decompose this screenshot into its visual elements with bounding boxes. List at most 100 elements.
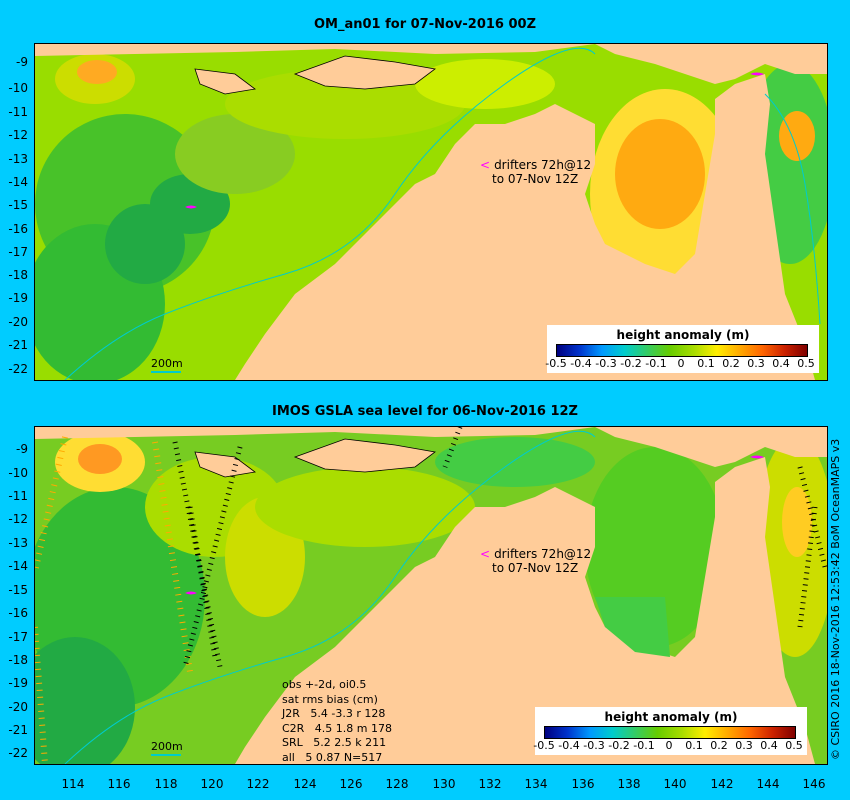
panel2-title: IMOS GSLA sea level for 06-Nov-2016 12Z (272, 404, 578, 419)
legend-label: -0.4 (558, 739, 580, 752)
drifter-note-line2: to 07-Nov 12Z (492, 172, 579, 186)
legend-label: 0 (677, 357, 685, 370)
legend-label: -0.3 (595, 357, 617, 370)
x-tick: 132 (478, 777, 502, 791)
sea-level-map-top (35, 44, 827, 380)
legend-label: -0.1 (633, 739, 655, 752)
stats-line: sat rms bias (cm) (282, 692, 378, 706)
drifter-note-line1: drifters 72h@12 (494, 158, 592, 172)
y-tick: -10 (8, 466, 28, 480)
legend-bottom: height anomaly (m) -0.5 -0.4 -0.3 -0.2 -… (533, 707, 807, 755)
legend-label: -0.1 (645, 357, 667, 370)
y-tick: -15 (8, 198, 28, 212)
legend-label: 0.2 (710, 739, 728, 752)
credit-text: © CSIRO 2016 18-Nov-2016 12:53:42 BoM Oc… (829, 438, 842, 760)
drifter-note-top: < drifters 72h@12 to 07-Nov 12Z (480, 158, 591, 186)
drifter-arrow-icon: < (480, 158, 491, 172)
legend-label: 0.3 (747, 357, 765, 370)
y-tick: -21 (8, 338, 28, 352)
stats-line: J2R 5.4 -3.3 r 128 (282, 707, 386, 720)
legend-label: 0.4 (772, 357, 790, 370)
drifter-arrow-icon: < (480, 547, 491, 561)
x-tick: 120 (200, 777, 224, 791)
y-tick: -20 (8, 315, 28, 329)
satellite-tracks (35, 427, 827, 764)
legend-label: 0.5 (785, 739, 803, 752)
stats-line: obs +-2d, oi0.5 (282, 678, 367, 691)
legend-label: 0 (665, 739, 673, 752)
x-tick: 122 (246, 777, 270, 791)
y-tick: -12 (8, 512, 28, 526)
x-tick: 146 (802, 777, 826, 791)
drifter-note-line2: to 07-Nov 12Z (492, 561, 579, 575)
colorbar (556, 344, 808, 357)
y-tick: -13 (8, 152, 28, 166)
y-tick: -11 (8, 105, 28, 119)
legend-title: height anomaly (m) (604, 710, 738, 724)
y-tick: -21 (8, 723, 28, 737)
y-tick: -16 (8, 222, 28, 236)
x-tick: 124 (293, 777, 317, 791)
y-tick: -9 (16, 55, 28, 69)
stats-line: SRL 5.2 2.5 k 211 (282, 736, 387, 749)
legend-labels: -0.5 -0.4 -0.3 -0.2 -0.1 0 0.1 0.2 0.3 0… (545, 357, 818, 371)
y-tick: -17 (8, 245, 28, 259)
legend-label: 0.3 (735, 739, 753, 752)
y-tick: -13 (8, 536, 28, 550)
stats-line: C2R 4.5 1.8 m 178 (282, 721, 392, 735)
y-tick: -14 (8, 175, 28, 189)
y-tick: -20 (8, 700, 28, 714)
legend-title: height anomaly (m) (616, 328, 750, 342)
legend-top: height anomaly (m) -0.5 -0.4 -0.3 -0.2 -… (545, 325, 819, 373)
stats-line: all 5 0.87 N=517 (282, 750, 383, 764)
x-tick: 144 (756, 777, 780, 791)
map-panel-top[interactable]: < drifters 72h@12 to 07-Nov 12Z 200m heig… (34, 43, 828, 381)
x-tick: 130 (432, 777, 456, 791)
scale-label-bottom: 200m (151, 740, 183, 753)
x-tick: 118 (154, 777, 178, 791)
drifter-note-bottom: < drifters 72h@12 to 07-Nov 12Z (480, 547, 591, 575)
x-tick: 126 (339, 777, 363, 791)
x-tick: 116 (107, 777, 131, 791)
legend-label: -0.2 (608, 739, 630, 752)
y-tick: -11 (8, 489, 28, 503)
y-tick: -18 (8, 268, 28, 282)
y-tick: -12 (8, 128, 28, 142)
map-panel-bottom[interactable]: < drifters 72h@12 to 07-Nov 12Z 200m heig… (34, 426, 828, 765)
y-tick: -22 (8, 746, 28, 760)
y-tick: -15 (8, 583, 28, 597)
y-tick: -10 (8, 81, 28, 95)
x-tick: 142 (710, 777, 734, 791)
stats-box: obs +-2d, oi0.5 sat rms bias (cm) J2R 5.… (282, 678, 392, 765)
y-tick: -18 (8, 653, 28, 667)
legend-label: -0.3 (583, 739, 605, 752)
x-tick: 140 (663, 777, 687, 791)
y-tick: -19 (8, 291, 28, 305)
legend-label: 0.2 (722, 357, 740, 370)
y-tick: -9 (16, 442, 28, 456)
y-tick: -22 (8, 362, 28, 376)
legend-label: -0.5 (533, 739, 555, 752)
y-tick: -17 (8, 630, 28, 644)
y-tick: -19 (8, 676, 28, 690)
x-tick: 136 (571, 777, 595, 791)
legend-label: -0.4 (570, 357, 592, 370)
legend-label: -0.5 (545, 357, 567, 370)
legend-label: 0.1 (697, 357, 715, 370)
drifter-note-line1: drifters 72h@12 (494, 547, 592, 561)
x-tick: 114 (61, 777, 85, 791)
x-tick: 128 (385, 777, 409, 791)
legend-labels: -0.5 -0.4 -0.3 -0.2 -0.1 0 0.1 0.2 0.3 0… (533, 739, 806, 753)
y-tick: -14 (8, 559, 28, 573)
legend-label: -0.2 (620, 357, 642, 370)
x-tick: 134 (524, 777, 548, 791)
colorbar (544, 726, 796, 739)
y-tick: -16 (8, 606, 28, 620)
x-tick: 138 (617, 777, 641, 791)
scale-bar-bottom (151, 754, 181, 756)
legend-label: 0.1 (685, 739, 703, 752)
legend-label: 0.4 (760, 739, 778, 752)
scale-label-top: 200m (151, 357, 183, 370)
legend-label: 0.5 (797, 357, 815, 370)
panel1-title: OM_an01 for 07-Nov-2016 00Z (313, 17, 537, 32)
